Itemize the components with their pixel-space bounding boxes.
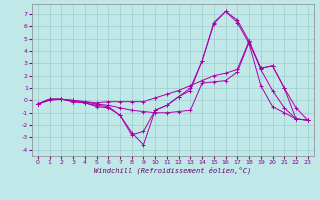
X-axis label: Windchill (Refroidissement éolien,°C): Windchill (Refroidissement éolien,°C) [94,167,252,174]
